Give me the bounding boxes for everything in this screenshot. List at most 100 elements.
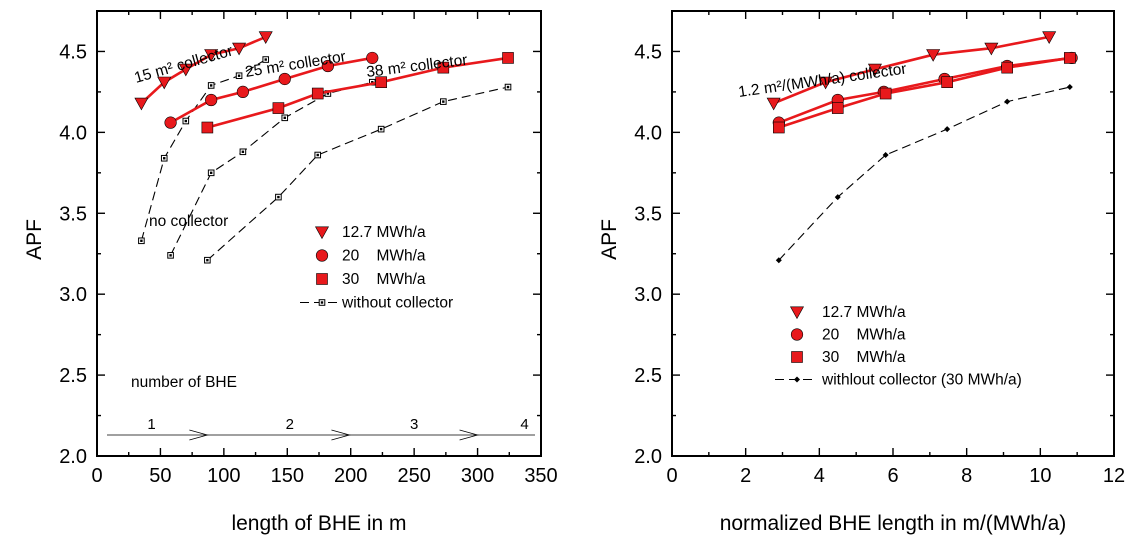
- data-point: [205, 93, 218, 107]
- x-tick-label: 6: [887, 465, 898, 487]
- data-point-core: [209, 171, 213, 175]
- y-tick-label: 2.5: [634, 365, 662, 387]
- bhe-count-label: 1: [147, 416, 155, 433]
- data-point-core: [209, 84, 213, 87]
- x-tick-label: 350: [524, 465, 557, 487]
- data-point: [941, 76, 953, 88]
- x-tick-label: 8: [961, 465, 972, 487]
- x-tick-label: 50: [149, 465, 171, 487]
- data-point: [201, 121, 214, 134]
- data-point: [375, 76, 387, 88]
- x-axis-label: normalized BHE length in m/(MWh/a): [720, 512, 1067, 535]
- x-tick-label: 2: [740, 465, 751, 487]
- legend-marker: [315, 249, 329, 262]
- x-tick-label: 0: [91, 465, 102, 487]
- annotation: 38 m² collector: [365, 52, 468, 81]
- data-point: [311, 87, 324, 100]
- series-line: [207, 56, 509, 129]
- data-point: [236, 85, 249, 99]
- data-point: [773, 121, 785, 134]
- legend-label: 20 MWh/a: [822, 327, 906, 344]
- data-point: [157, 76, 172, 90]
- y-tick-label: 3.5: [634, 203, 662, 225]
- legend-marker: [789, 306, 805, 320]
- bhe-count-arrowhead: [189, 429, 209, 441]
- bhe-count-label: 2: [286, 416, 294, 433]
- y-tick-label: 4.0: [59, 122, 87, 144]
- data-point-core: [169, 254, 172, 257]
- data-point-core: [326, 92, 330, 95]
- data-point: [1001, 61, 1013, 74]
- data-point: [1064, 52, 1076, 64]
- series-line: [140, 59, 267, 241]
- x-tick-label: 4: [814, 465, 825, 487]
- data-point: [321, 59, 334, 73]
- series-line: [207, 86, 509, 261]
- bhe-count-label: 4: [520, 416, 528, 433]
- chart-left: 0 50 100 150 200 250 300 350 2.0 2.5 3.0 3.5 4.0 4.5 l…: [23, 10, 558, 535]
- x-tick-label: 0: [666, 465, 677, 487]
- x-tick-label: 250: [397, 465, 430, 487]
- data-point-core: [206, 259, 209, 262]
- y-tick-label: 3.0: [634, 284, 662, 306]
- data-point-core: [316, 153, 319, 157]
- data-point-core: [371, 81, 374, 84]
- data-point: [818, 76, 833, 90]
- data-point-core: [237, 74, 241, 77]
- x-tick-label: 300: [461, 465, 494, 487]
- legend-label: 20 MWh/a: [342, 248, 426, 265]
- data-point-core: [264, 58, 267, 61]
- legend-marker: [794, 376, 800, 383]
- y-tick-label: 2.0: [634, 446, 662, 468]
- series-line: [169, 56, 373, 124]
- legend: 12.7 MWh/a 20 MWh/a 30 MWh/a withlout colle…: [775, 304, 1022, 389]
- legend-marker: [314, 226, 330, 240]
- bhe-count-arrowhead: [331, 429, 351, 441]
- data-point: [775, 257, 782, 264]
- x-tick-label: 100: [207, 465, 240, 487]
- legend-label: 30 MWh/a: [822, 349, 906, 366]
- y-tick-label: 4.0: [634, 122, 662, 144]
- data-point-core: [277, 195, 280, 199]
- legend-label: withlout collector (30 MWh/a): [821, 372, 1022, 389]
- data-point-core: [283, 116, 286, 119]
- legend-marker-core: [320, 301, 324, 304]
- y-axis-label: APF: [23, 219, 46, 260]
- y-tick-label: 4.5: [59, 41, 87, 63]
- x-tick-label: 12: [1103, 465, 1125, 487]
- data-point: [366, 51, 379, 65]
- series-line: [778, 86, 1070, 261]
- y-tick-label: 3.5: [59, 203, 87, 225]
- data-point-core: [163, 157, 166, 160]
- legend-label: 30 MWh/a: [342, 271, 426, 288]
- data-point: [944, 126, 951, 133]
- series-line: [778, 56, 1070, 129]
- data-point: [232, 42, 247, 56]
- x-tick-label: 200: [334, 465, 367, 487]
- data-point-core: [506, 85, 510, 89]
- data-point: [984, 42, 999, 56]
- data-point: [437, 61, 450, 74]
- legend-marker: [316, 273, 328, 285]
- data-point: [1042, 31, 1057, 45]
- x-tick-label: 150: [271, 465, 304, 487]
- data-point: [278, 72, 291, 86]
- data-point: [204, 49, 219, 62]
- legend-marker: [791, 351, 803, 363]
- data-point: [164, 116, 177, 129]
- legend-label: 12.7 MWh/a: [822, 304, 906, 321]
- bhe-count-label: 3: [410, 416, 418, 433]
- data-point-core: [442, 100, 445, 103]
- data-point: [134, 97, 149, 111]
- bhe-count-arrowhead: [459, 429, 480, 441]
- data-point: [879, 87, 892, 100]
- data-point: [178, 63, 193, 77]
- annotation: 15 m² collector: [132, 42, 234, 86]
- data-point: [502, 52, 514, 64]
- y-tick-label: 4.5: [634, 41, 662, 63]
- series-line: [773, 35, 1050, 105]
- data-point-core: [379, 127, 383, 131]
- data-point: [272, 102, 285, 114]
- data-point: [1004, 98, 1011, 105]
- x-axis-label: length of BHE in m: [231, 512, 406, 535]
